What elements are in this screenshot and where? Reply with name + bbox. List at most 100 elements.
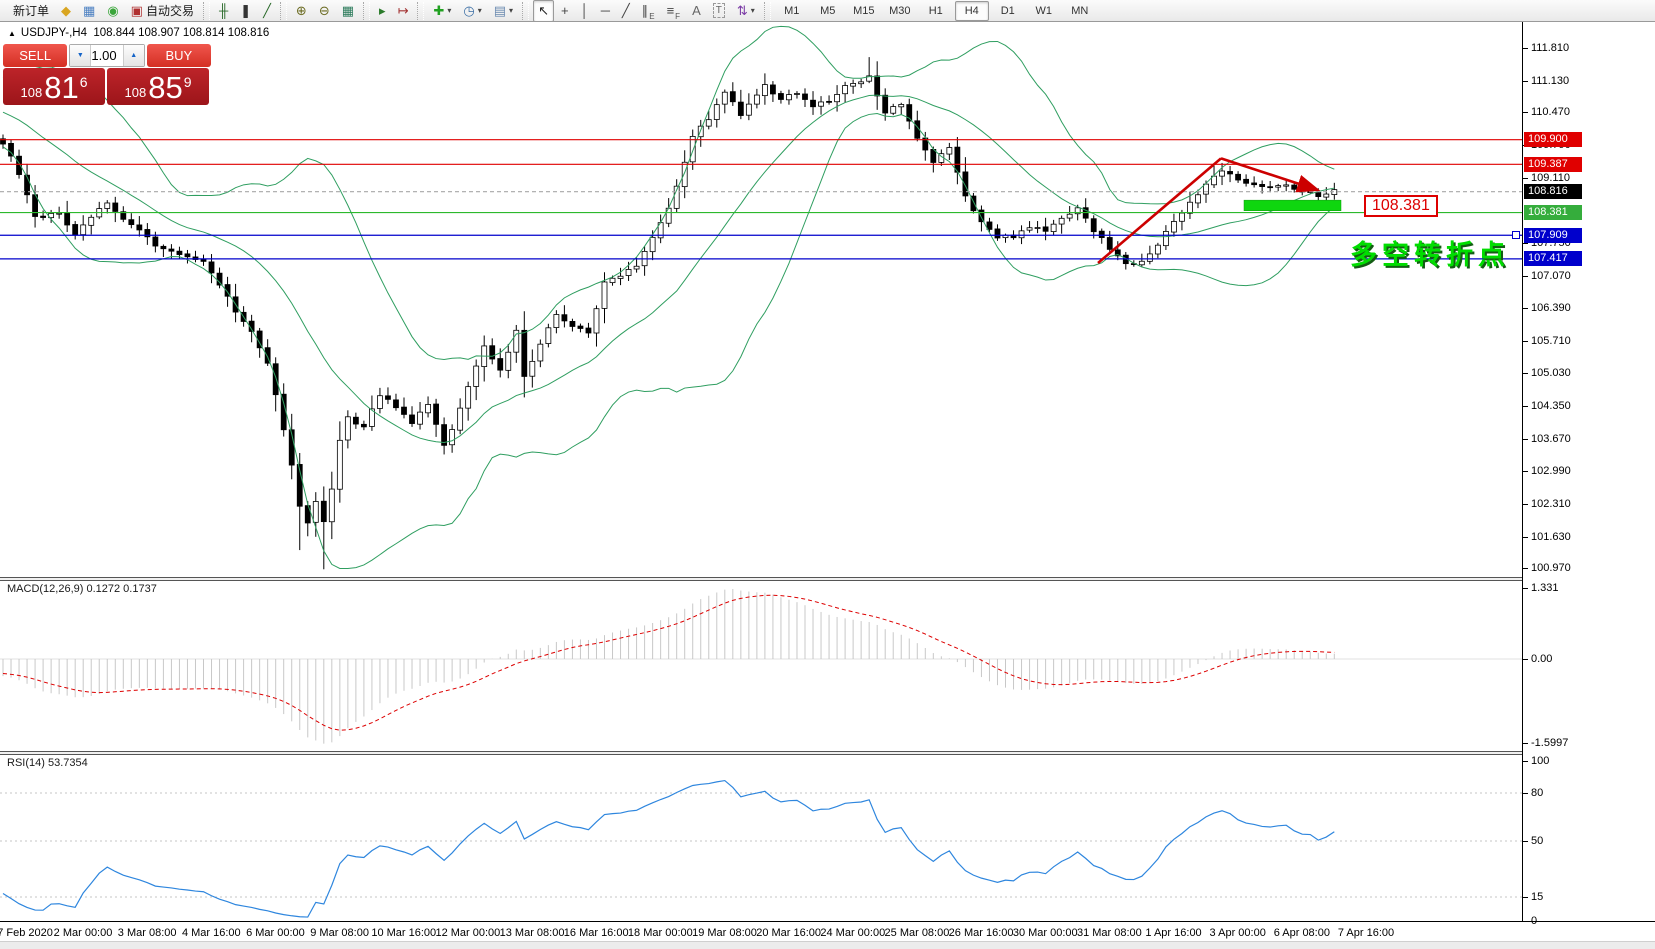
timeframe-w1-button[interactable]: W1 — [1035, 4, 1053, 17]
zoom-in-button[interactable]: ⊕ — [291, 0, 312, 22]
crosshair-icon: + — [560, 3, 569, 18]
volume-decrease-icon[interactable]: ▼ — [70, 45, 92, 66]
time-axis-label: 30 Mar 00:00 — [1012, 927, 1078, 939]
time-axis-label: 16 Mar 16:00 — [563, 927, 629, 939]
time-axis-label: 3 Mar 08:00 — [117, 927, 177, 939]
price-callout-box[interactable]: 108.381 — [1364, 195, 1438, 217]
rsi-tick-mark — [1523, 921, 1528, 922]
rsi-header: RSI(14) 53.7354 — [7, 757, 88, 769]
clock-icon: ◷ — [463, 3, 475, 18]
time-axis-label: 24 Mar 00:00 — [820, 927, 886, 939]
symbol-ohlc-bar: ▲ USDJPY-,H4 108.844 108.907 108.814 108.… — [8, 27, 269, 39]
new-chart-button[interactable]: ▦ — [78, 0, 100, 22]
buy-button[interactable]: BUY — [146, 44, 211, 67]
vertical-line-button[interactable]: │ — [576, 0, 594, 22]
timeframe-m15-button[interactable]: M15 — [853, 4, 875, 17]
metaeditor-button[interactable]: ◆ — [56, 0, 76, 22]
candlestick-chart-button[interactable]: ❚ — [235, 0, 256, 22]
horizontal-line-button[interactable]: ─ — [596, 0, 615, 22]
zoom-out-icon: ⊖ — [318, 3, 330, 18]
volume-increase-icon[interactable]: ▲ — [122, 45, 144, 66]
time-axis-label: 3 Apr 00:00 — [1209, 927, 1266, 939]
timeframe-h4-button[interactable]: H4 — [954, 0, 989, 21]
auto-scroll-icon: ▸ — [379, 3, 386, 18]
toolbar-separator — [202, 1, 210, 20]
sell-price-display[interactable]: 108 81 6 — [3, 68, 105, 105]
arrows-button[interactable]: ⇅ ▾ — [732, 0, 760, 22]
indicators-button[interactable]: ✚ ▾ — [428, 0, 456, 22]
text-label-button[interactable]: T — [708, 0, 730, 22]
macd-tick-mark — [1523, 743, 1528, 744]
autotrade-button-label: 自动交易 — [145, 4, 194, 18]
templates-button[interactable]: ▤ ▾ — [489, 0, 518, 22]
price-tick-label: 110.470 — [1531, 106, 1570, 119]
text-label-icon: T — [712, 3, 725, 18]
macd-chart-svg[interactable] — [0, 581, 1522, 751]
macd-scale-label: 1.331 — [1531, 582, 1559, 594]
toolbar: 新订单 ◆ ▦ ◉ ▣ 自动交易 ╫ ❚ ╱ ⊕ ⊖ ▦ ▸ ↦ ✚ ▾ ◷ ▾ ▤ ▾ ↖ + │ ─ ╱ ∥ E ≡ F A T ⇅ ▾ M1… — [0, 0, 1655, 22]
dropdown-caret-icon: ▾ — [750, 6, 755, 15]
timeframe-d1-button[interactable]: D1 — [1000, 4, 1015, 17]
buy-price-display[interactable]: 108 85 9 — [107, 68, 209, 105]
rsi-chart-svg[interactable] — [0, 755, 1522, 921]
price-tick-label: 104.350 — [1531, 400, 1571, 413]
price-tick-label: 105.030 — [1531, 367, 1571, 380]
symbol-name: USDJPY-,H4 — [20, 27, 87, 39]
bar-chart-icon: ╫ — [218, 3, 229, 18]
sell-button[interactable]: SELL — [3, 44, 68, 67]
auto-scroll-button[interactable]: ▸ — [374, 0, 391, 22]
rsi-scale-label: 100 — [1531, 755, 1550, 767]
toolbar-separator — [279, 1, 287, 20]
volume-input[interactable]: 1.00 — [91, 48, 117, 63]
cursor-button[interactable]: ↖ — [533, 0, 554, 22]
fibonacci-button-sub: F — [675, 11, 681, 21]
price-level-badge: 107.909 — [1524, 227, 1582, 243]
price-tick-label: 102.310 — [1531, 498, 1571, 510]
toolbar-separator — [763, 1, 771, 20]
price-axis[interactable]: 111.810111.130110.470109.790109.110107.7… — [1523, 22, 1655, 927]
tile-windows-button[interactable]: ▦ — [337, 0, 359, 22]
price-tick-mark — [1523, 80, 1528, 82]
collapse-triangle-icon[interactable]: ▲ — [8, 29, 16, 38]
time-axis-label: 31 Mar 08:00 — [1076, 927, 1142, 939]
pane-splitter-rsi[interactable] — [0, 751, 1655, 755]
zoom-out-button[interactable]: ⊖ — [314, 0, 335, 22]
time-axis-label: 12 Mar 00:00 — [435, 927, 501, 939]
timeframe-m5-button[interactable]: M5 — [820, 4, 836, 17]
crosshair-button[interactable]: + — [556, 0, 574, 22]
time-axis-label: 13 Mar 08:00 — [499, 927, 565, 939]
price-level-badge: 109.900 — [1524, 132, 1582, 148]
hline-selection-handle[interactable] — [1512, 231, 1520, 240]
fibonacci-button[interactable]: ≡ F — [662, 0, 685, 22]
timeframe-m30-button[interactable]: M30 — [889, 4, 911, 17]
trendline-button[interactable]: ╱ — [617, 0, 635, 22]
autotrade-button[interactable]: ▣ 自动交易 — [126, 0, 199, 22]
time-axis-label: 4 Mar 16:00 — [181, 927, 241, 939]
timeframe-mn-button[interactable]: MN — [1071, 4, 1089, 17]
line-chart-icon: ╱ — [263, 3, 271, 18]
timeframe-m1-button[interactable]: M1 — [784, 4, 800, 17]
new-order-button[interactable]: 新订单 — [5, 0, 54, 22]
time-axis-label: 6 Apr 08:00 — [1273, 927, 1330, 939]
channel-button[interactable]: ∥ E — [637, 0, 660, 22]
signals-button[interactable]: ◉ — [102, 0, 123, 22]
time-axis-label: 27 Feb 2020 — [0, 927, 53, 939]
time-axis-label: 2 Mar 00:00 — [53, 927, 113, 939]
add-indicator-icon: ✚ — [433, 3, 445, 18]
line-chart-button[interactable]: ╱ — [258, 0, 276, 22]
chart-shift-button[interactable]: ↦ — [393, 0, 414, 22]
text-button[interactable]: A — [687, 0, 706, 22]
bar-chart-button[interactable]: ╫ — [214, 0, 233, 22]
price-tick-mark — [1523, 471, 1528, 473]
macd-header: MACD(12,26,9) 0.1272 0.1737 — [7, 583, 157, 595]
macd-scale-label: -1.5997 — [1531, 737, 1569, 749]
cn-annotation-text[interactable]: 多空转折点 — [1350, 240, 1510, 270]
price-level-badge: 108.816 — [1524, 184, 1582, 200]
candlestick-chart-svg[interactable] — [0, 23, 1522, 577]
pane-splitter-macd[interactable] — [0, 577, 1655, 581]
time-axis-label: 20 Mar 16:00 — [756, 927, 822, 939]
price-tick-label: 107.070 — [1531, 269, 1571, 282]
periods-button[interactable]: ◷ ▾ — [458, 0, 486, 22]
timeframe-h1-button[interactable]: H1 — [928, 4, 943, 17]
price-tick-mark — [1523, 536, 1528, 538]
